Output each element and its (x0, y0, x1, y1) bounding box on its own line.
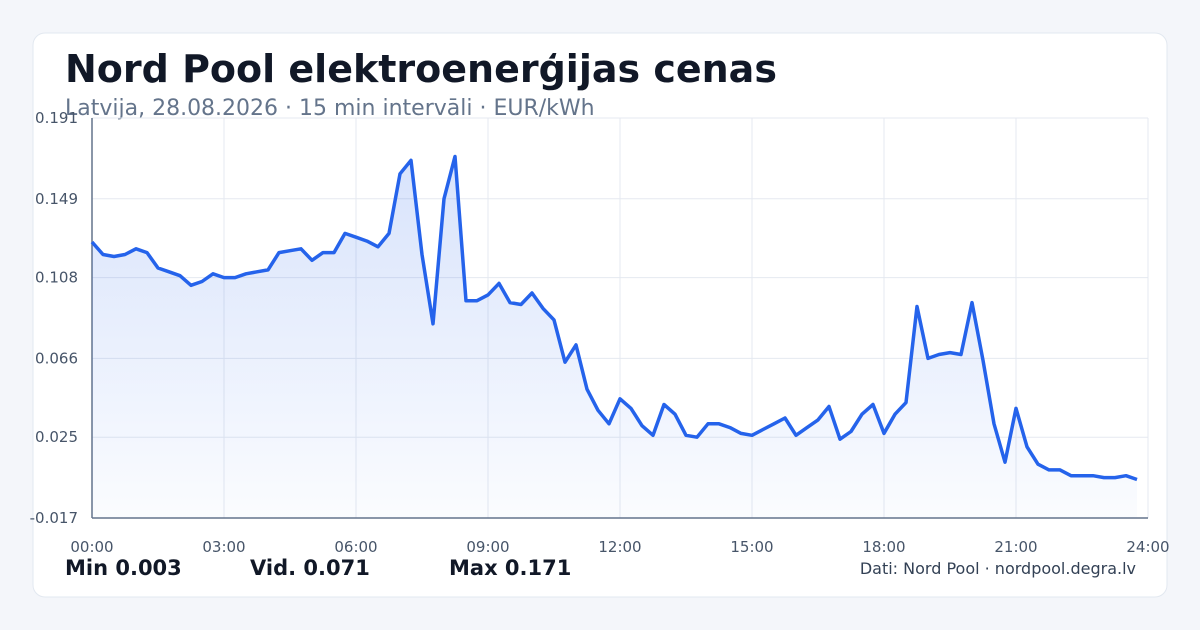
y-tick-label: 0.149 (35, 190, 78, 208)
x-tick-label: 12:00 (598, 538, 641, 556)
stat-avg: Vid. 0.071 (250, 556, 370, 580)
source-note: Dati: Nord Pool · nordpool.degra.lv (860, 559, 1136, 578)
x-tick-label: 15:00 (730, 538, 773, 556)
chart-title: Nord Pool elektroenerģijas cenas (65, 47, 777, 91)
chart-subtitle: Latvija, 28.08.2026 · 15 min intervāli ·… (65, 96, 595, 121)
x-tick-label: 06:00 (334, 538, 377, 556)
x-tick-label: 18:00 (862, 538, 905, 556)
y-tick-label: 0.025 (35, 428, 78, 446)
y-tick-label: 0.066 (35, 349, 78, 367)
price-line (90, 154, 1138, 482)
stat-max: Max 0.171 (449, 556, 571, 580)
x-tick-label: 09:00 (466, 538, 509, 556)
y-tick-label: -0.017 (30, 509, 78, 527)
x-tick-label: 24:00 (1126, 538, 1169, 556)
x-tick-label: 03:00 (202, 538, 245, 556)
area (92, 156, 1137, 518)
x-tick-label: 00:00 (70, 538, 113, 556)
y-tick-label: 0.108 (35, 269, 78, 287)
x-tick-label: 21:00 (994, 538, 1037, 556)
stat-min: Min 0.003 (65, 556, 182, 580)
y-tick-label: 0.191 (35, 109, 78, 127)
